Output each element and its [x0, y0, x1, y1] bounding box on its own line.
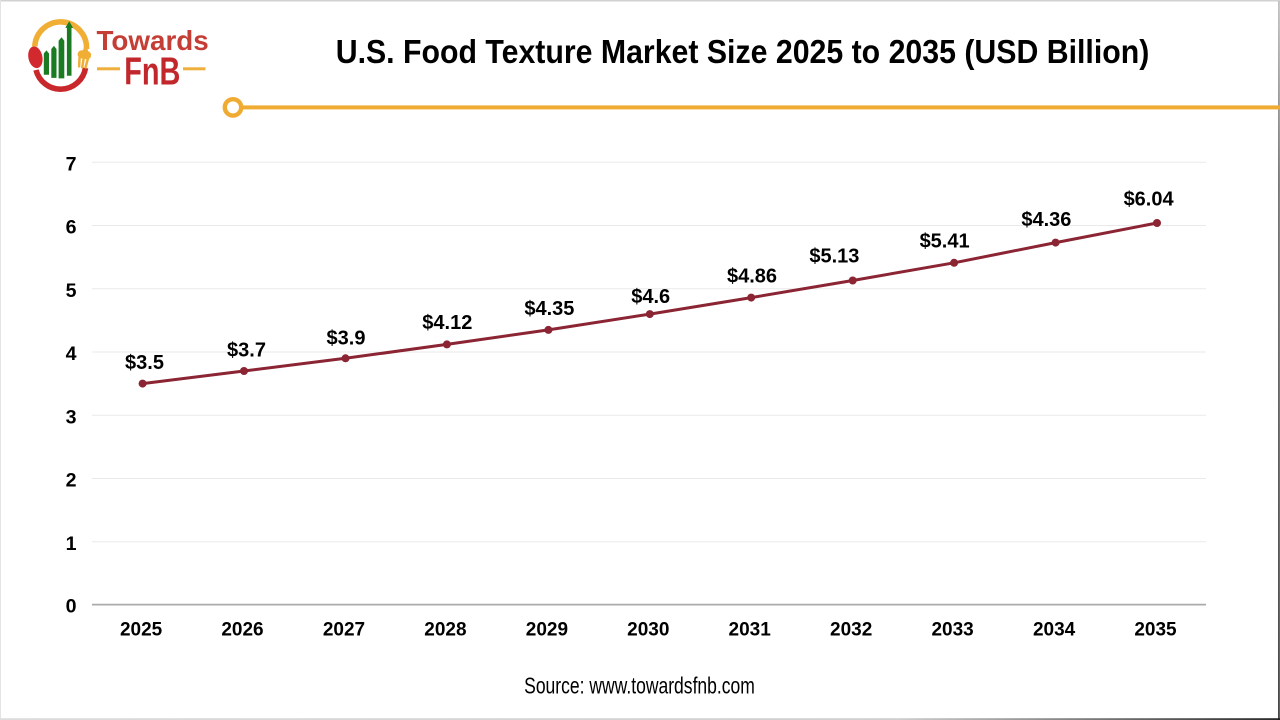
svg-text:3: 3	[66, 406, 77, 428]
svg-text:$4.36: $4.36	[1021, 209, 1071, 231]
svg-text:0: 0	[66, 595, 77, 617]
svg-text:2026: 2026	[221, 620, 263, 641]
svg-text:5: 5	[66, 280, 77, 302]
svg-text:2033: 2033	[931, 620, 973, 641]
svg-text:$4.35: $4.35	[524, 298, 574, 320]
svg-text:$3.7: $3.7	[227, 339, 266, 361]
svg-text:2035: 2035	[1134, 620, 1177, 641]
svg-text:2031: 2031	[729, 620, 772, 641]
svg-text:2032: 2032	[830, 620, 872, 641]
svg-text:$4.6: $4.6	[631, 286, 670, 308]
svg-text:2030: 2030	[627, 620, 669, 641]
svg-text:$3.9: $3.9	[327, 328, 366, 350]
svg-text:Source: www.towardsfnb.com: Source: www.towardsfnb.com	[524, 673, 755, 699]
svg-text:2: 2	[66, 470, 77, 492]
svg-text:U.S. Food Texture Market Size: U.S. Food Texture Market Size 2025 to 20…	[336, 33, 1150, 71]
svg-text:$4.12: $4.12	[422, 312, 472, 334]
svg-text:7: 7	[66, 153, 77, 175]
svg-text:$6.04: $6.04	[1124, 188, 1175, 210]
svg-text:6: 6	[66, 217, 77, 239]
svg-text:FnB: FnB	[124, 50, 180, 93]
svg-text:4: 4	[66, 343, 77, 365]
svg-text:2027: 2027	[323, 620, 365, 641]
svg-text:$4.86: $4.86	[727, 266, 777, 288]
svg-text:1: 1	[66, 533, 77, 555]
svg-text:2034: 2034	[1033, 620, 1076, 641]
svg-text:$5.13: $5.13	[809, 246, 859, 268]
svg-text:2028: 2028	[424, 620, 466, 641]
svg-text:2029: 2029	[526, 620, 568, 641]
svg-text:2025: 2025	[120, 620, 163, 641]
svg-text:$3.5: $3.5	[125, 352, 164, 374]
svg-text:Towards: Towards	[97, 25, 209, 56]
svg-text:$5.41: $5.41	[920, 231, 970, 253]
